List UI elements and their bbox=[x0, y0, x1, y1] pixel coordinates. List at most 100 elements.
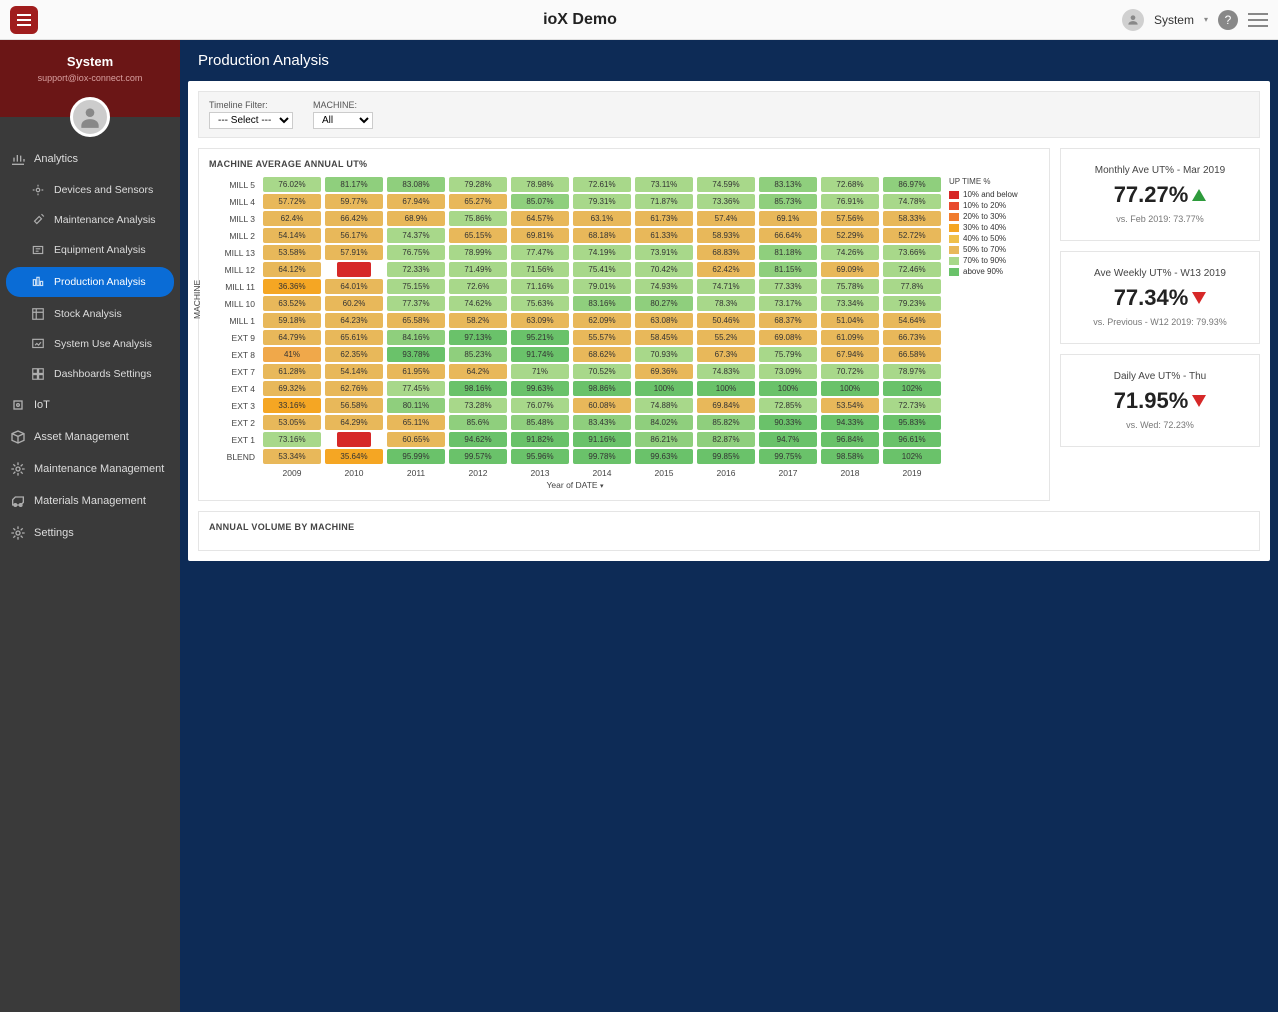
heatmap-cell[interactable]: 78.3% bbox=[697, 296, 755, 311]
heatmap-cell[interactable]: 84.02% bbox=[635, 415, 693, 430]
heatmap-cell[interactable]: 64.2% bbox=[449, 364, 507, 379]
sidebar-subitem-dashboards-settings[interactable]: Dashboards Settings bbox=[0, 359, 180, 389]
heatmap-cell[interactable]: 99.78% bbox=[573, 449, 631, 464]
list-menu-icon[interactable] bbox=[1248, 10, 1268, 30]
sidebar-item-asset-management[interactable]: Asset Management bbox=[0, 421, 180, 453]
heatmap-cell[interactable]: 77.8% bbox=[883, 279, 941, 294]
heatmap-cell[interactable]: 83.13% bbox=[759, 177, 817, 192]
heatmap-cell[interactable]: 98.58% bbox=[821, 449, 879, 464]
sidebar-item-analytics[interactable]: Analytics bbox=[0, 143, 180, 175]
heatmap-cell[interactable]: 57.4% bbox=[697, 211, 755, 226]
heatmap-cell[interactable]: 100% bbox=[635, 381, 693, 396]
heatmap-cell[interactable]: 74.19% bbox=[573, 245, 631, 260]
heatmap-cell[interactable]: 74.71% bbox=[697, 279, 755, 294]
heatmap-cell[interactable]: 78.97% bbox=[883, 364, 941, 379]
heatmap-cell[interactable] bbox=[337, 262, 372, 277]
heatmap-cell[interactable]: 82.87% bbox=[697, 432, 755, 447]
heatmap-cell[interactable]: 68.62% bbox=[573, 347, 631, 362]
sidebar-subitem-maintenance-analysis[interactable]: Maintenance Analysis bbox=[0, 205, 180, 235]
sidebar-avatar-icon[interactable] bbox=[70, 97, 110, 137]
heatmap-cell[interactable]: 72.68% bbox=[821, 177, 879, 192]
heatmap-cell[interactable]: 73.91% bbox=[635, 245, 693, 260]
heatmap-cell[interactable]: 74.93% bbox=[635, 279, 693, 294]
heatmap-cell[interactable]: 94.62% bbox=[449, 432, 507, 447]
heatmap-cell[interactable]: 83.08% bbox=[387, 177, 445, 192]
heatmap-cell[interactable]: 53.58% bbox=[263, 245, 321, 260]
heatmap-cell[interactable]: 81.17% bbox=[325, 177, 383, 192]
heatmap-cell[interactable]: 69.08% bbox=[759, 330, 817, 345]
heatmap-cell[interactable]: 59.18% bbox=[263, 313, 321, 328]
heatmap-cell[interactable]: 68.9% bbox=[387, 211, 445, 226]
user-avatar-icon[interactable] bbox=[1122, 9, 1144, 31]
heatmap-cell[interactable]: 76.75% bbox=[387, 245, 445, 260]
heatmap-cell[interactable]: 100% bbox=[821, 381, 879, 396]
heatmap-cell[interactable]: 65.15% bbox=[449, 228, 507, 243]
heatmap-cell[interactable]: 90.33% bbox=[759, 415, 817, 430]
heatmap-cell[interactable]: 70.93% bbox=[635, 347, 693, 362]
heatmap-cell[interactable]: 100% bbox=[697, 381, 755, 396]
heatmap-cell[interactable]: 74.62% bbox=[449, 296, 507, 311]
heatmap-cell[interactable]: 74.83% bbox=[697, 364, 755, 379]
heatmap-cell[interactable]: 78.98% bbox=[511, 177, 569, 192]
heatmap-cell[interactable]: 67.94% bbox=[821, 347, 879, 362]
heatmap-cell[interactable]: 95.99% bbox=[387, 449, 445, 464]
heatmap-cell[interactable]: 69.36% bbox=[635, 364, 693, 379]
heatmap-cell[interactable]: 83.16% bbox=[573, 296, 631, 311]
heatmap-cell[interactable]: 99.85% bbox=[697, 449, 755, 464]
heatmap-cell[interactable]: 79.28% bbox=[449, 177, 507, 192]
heatmap-cell[interactable]: 63.1% bbox=[573, 211, 631, 226]
heatmap-cell[interactable]: 36.36% bbox=[263, 279, 321, 294]
heatmap-cell[interactable]: 99.63% bbox=[511, 381, 569, 396]
heatmap-cell[interactable]: 57.56% bbox=[821, 211, 879, 226]
heatmap-cell[interactable]: 65.27% bbox=[449, 194, 507, 209]
heatmap-cell[interactable]: 65.61% bbox=[325, 330, 383, 345]
heatmap-cell[interactable]: 74.78% bbox=[883, 194, 941, 209]
heatmap-cell[interactable]: 99.57% bbox=[449, 449, 507, 464]
heatmap-cell[interactable]: 94.33% bbox=[821, 415, 879, 430]
heatmap-cell[interactable]: 69.81% bbox=[511, 228, 569, 243]
heatmap-cell[interactable]: 76.91% bbox=[821, 194, 879, 209]
heatmap-cell[interactable]: 75.79% bbox=[759, 347, 817, 362]
sidebar-item-settings[interactable]: Settings bbox=[0, 517, 180, 549]
heatmap-cell[interactable]: 54.14% bbox=[325, 364, 383, 379]
heatmap-cell[interactable]: 85.23% bbox=[449, 347, 507, 362]
heatmap-cell[interactable]: 80.11% bbox=[387, 398, 445, 413]
heatmap-cell[interactable]: 57.72% bbox=[263, 194, 321, 209]
heatmap-cell[interactable]: 64.29% bbox=[325, 415, 383, 430]
heatmap-cell[interactable]: 76.07% bbox=[511, 398, 569, 413]
heatmap-cell[interactable]: 73.11% bbox=[635, 177, 693, 192]
sidebar-subitem-stock-analysis[interactable]: Stock Analysis bbox=[0, 299, 180, 329]
heatmap-cell[interactable]: 69.32% bbox=[263, 381, 321, 396]
hamburger-button[interactable] bbox=[10, 6, 38, 34]
heatmap-cell[interactable]: 50.46% bbox=[697, 313, 755, 328]
heatmap-cell[interactable]: 75.41% bbox=[573, 262, 631, 277]
heatmap-cell[interactable]: 58.45% bbox=[635, 330, 693, 345]
heatmap-cell[interactable]: 78.99% bbox=[449, 245, 507, 260]
heatmap-cell[interactable]: 95.21% bbox=[511, 330, 569, 345]
heatmap-cell[interactable]: 77.47% bbox=[511, 245, 569, 260]
heatmap-cell[interactable]: 68.83% bbox=[697, 245, 755, 260]
heatmap-cell[interactable]: 86.97% bbox=[883, 177, 941, 192]
heatmap-cell[interactable]: 67.94% bbox=[387, 194, 445, 209]
heatmap-cell[interactable]: 77.33% bbox=[759, 279, 817, 294]
heatmap-cell[interactable]: 63.52% bbox=[263, 296, 321, 311]
heatmap-cell[interactable]: 75.86% bbox=[449, 211, 507, 226]
heatmap-cell[interactable]: 95.96% bbox=[511, 449, 569, 464]
heatmap-cell[interactable]: 57.91% bbox=[325, 245, 383, 260]
heatmap-cell[interactable]: 72.85% bbox=[759, 398, 817, 413]
heatmap-cell[interactable]: 68.18% bbox=[573, 228, 631, 243]
heatmap-cell[interactable]: 81.15% bbox=[759, 262, 817, 277]
heatmap-cell[interactable]: 100% bbox=[759, 381, 817, 396]
heatmap-cell[interactable]: 73.34% bbox=[821, 296, 879, 311]
heatmap-cell[interactable]: 60.65% bbox=[387, 432, 445, 447]
heatmap-cell[interactable]: 99.63% bbox=[635, 449, 693, 464]
sidebar-item-materials-management[interactable]: Materials Management bbox=[0, 485, 180, 517]
heatmap-cell[interactable]: 61.28% bbox=[263, 364, 321, 379]
heatmap-cell[interactable]: 80.27% bbox=[635, 296, 693, 311]
heatmap-cell[interactable]: 70.42% bbox=[635, 262, 693, 277]
heatmap-cell[interactable]: 56.17% bbox=[325, 228, 383, 243]
heatmap-cell[interactable]: 33.16% bbox=[263, 398, 321, 413]
heatmap-cell[interactable]: 72.61% bbox=[573, 177, 631, 192]
heatmap-cell[interactable]: 96.84% bbox=[821, 432, 879, 447]
heatmap-cell[interactable]: 68.37% bbox=[759, 313, 817, 328]
